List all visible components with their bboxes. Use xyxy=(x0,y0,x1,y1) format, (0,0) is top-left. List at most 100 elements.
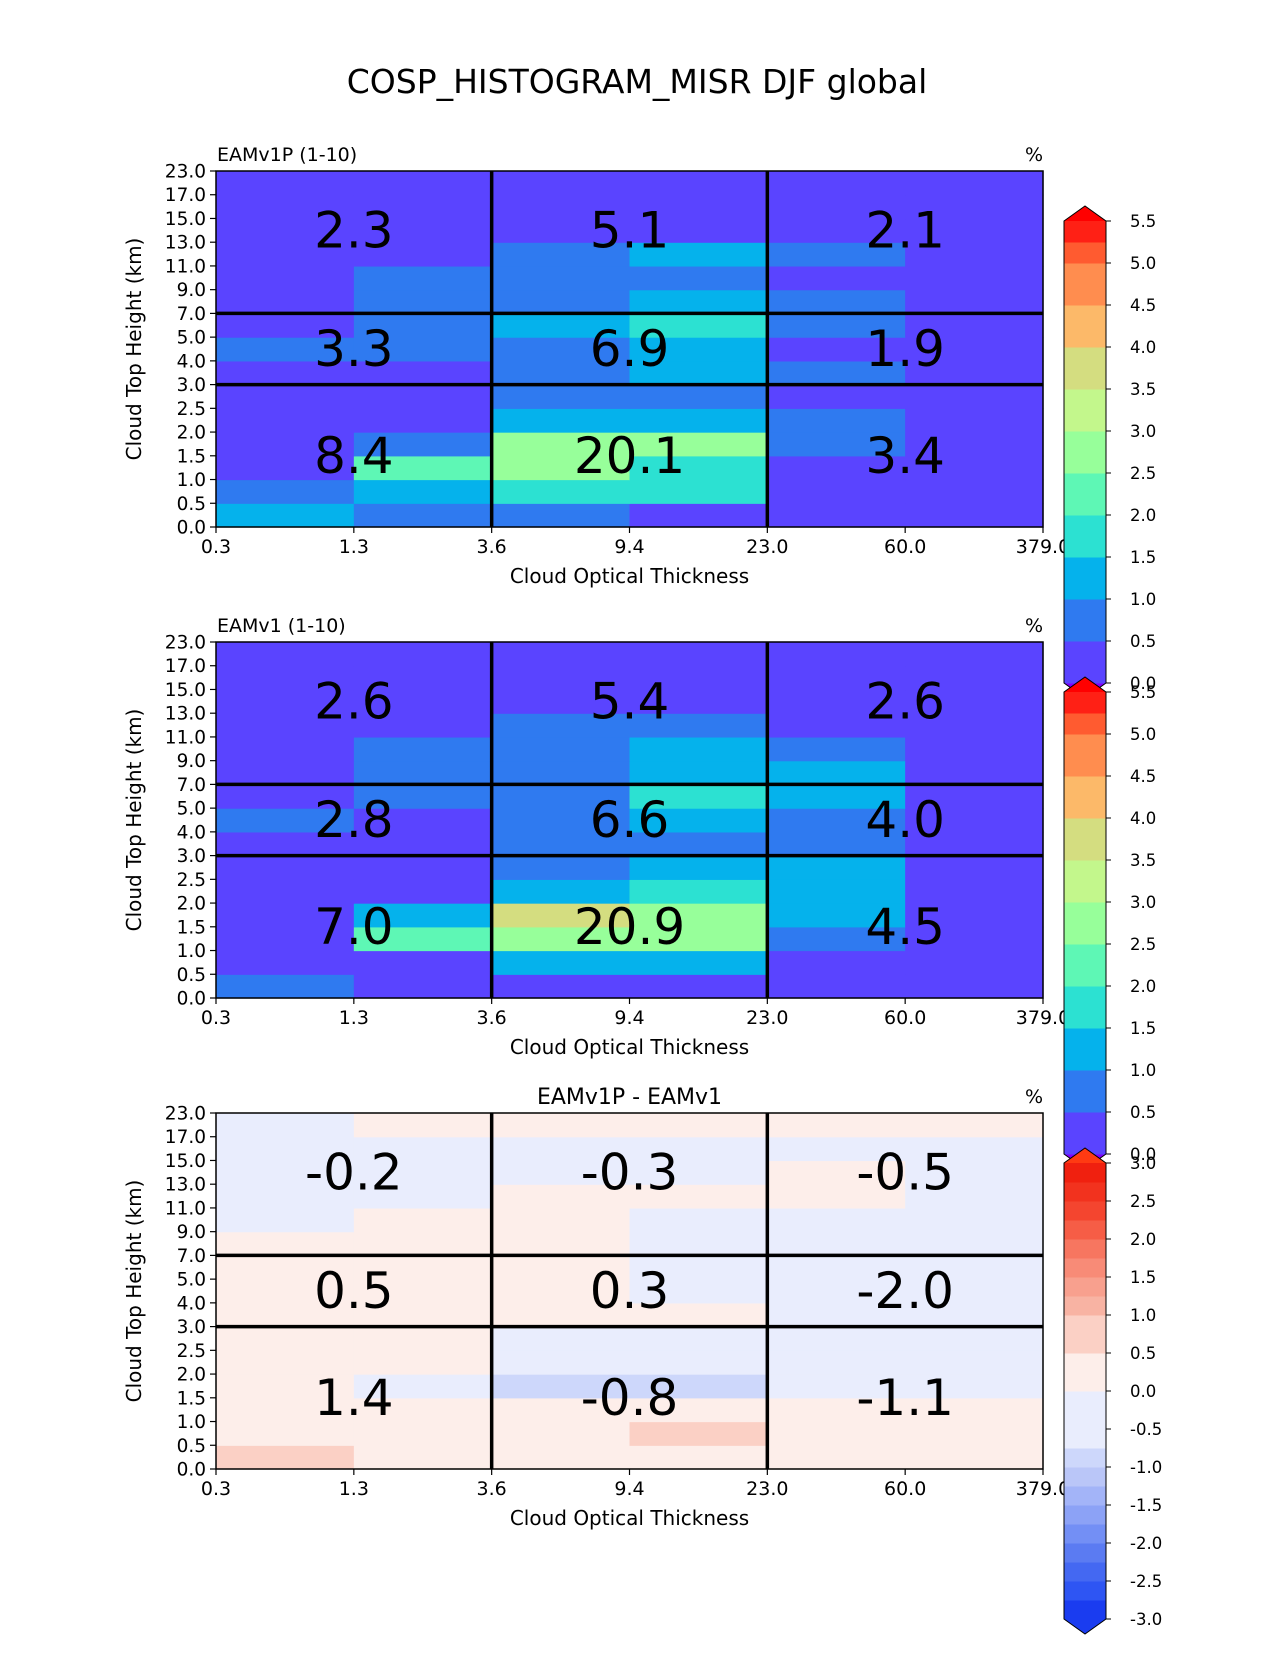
colorbar-segment xyxy=(1064,1334,1106,1354)
heatmap-cell xyxy=(905,503,1044,528)
colorbar-tick-label: 5.5 xyxy=(1130,212,1156,231)
x-tick-label: 23.0 xyxy=(746,1478,788,1500)
y-tick-label: 1.5 xyxy=(177,446,206,467)
heatmap-cell xyxy=(629,1445,768,1470)
heatmap-cell xyxy=(216,1374,355,1399)
colorbar-segment xyxy=(1064,557,1106,579)
heatmap-cell xyxy=(353,665,493,691)
heatmap-cell xyxy=(491,950,631,975)
heatmap-cell xyxy=(629,1231,768,1256)
heatmap-cell xyxy=(491,855,631,880)
colorbar-segment xyxy=(1064,242,1106,264)
y-tick-label: 23.0 xyxy=(165,1104,206,1125)
heatmap-cell xyxy=(491,879,631,904)
heatmap-cell xyxy=(491,313,631,338)
group-value-label: 5.4 xyxy=(590,672,670,730)
group-value-label: -0.3 xyxy=(581,1143,679,1201)
heatmap-cell xyxy=(216,242,355,267)
heatmap-cell xyxy=(353,313,493,338)
colorbar-segment xyxy=(1064,1543,1106,1563)
heatmap-cell xyxy=(629,808,768,833)
colorbar-segment xyxy=(1064,221,1106,243)
heatmap-cell xyxy=(629,689,768,714)
colorbar-segment xyxy=(1064,1581,1106,1601)
heatmap-cell xyxy=(629,265,768,291)
heatmap-cell xyxy=(905,974,1044,999)
panel-units: % xyxy=(1025,615,1043,637)
heatmap-cell xyxy=(905,1374,1044,1399)
heatmap-cell xyxy=(905,1445,1044,1470)
heatmap-cell xyxy=(353,1279,493,1304)
y-tick-label: 1.5 xyxy=(177,1388,206,1409)
y-tick-label: 5.0 xyxy=(177,1270,206,1291)
heatmap-cell xyxy=(767,831,906,857)
colorbar-segment xyxy=(1064,1372,1106,1392)
colorbar: -3.0 -2.5 -2.0 -1.5 -1.0 -0.5 0.0 0.5 1.0 1.5 2.0 2… xyxy=(1063,1147,1162,1635)
heatmap-cell xyxy=(216,408,355,433)
colorbar-segment xyxy=(1064,1028,1106,1050)
x-tick-label: 23.0 xyxy=(746,1007,788,1029)
heatmap-cell xyxy=(905,1231,1044,1256)
colorbar-tick-label: 3.0 xyxy=(1130,422,1156,441)
heatmap-cell xyxy=(216,689,355,714)
y-tick-label: 2.0 xyxy=(177,894,206,915)
y-axis-label: Cloud Top Height (km) xyxy=(122,709,146,932)
colorbar-segment xyxy=(1064,326,1106,348)
heatmap-cell xyxy=(216,171,355,196)
colorbar-segment xyxy=(1064,1007,1106,1029)
heatmap-cell xyxy=(767,1255,906,1280)
colorbar-segment xyxy=(1064,776,1106,798)
heatmap-cell xyxy=(629,736,768,762)
heatmap-cell xyxy=(491,808,631,833)
heatmap-cell xyxy=(216,1207,355,1233)
y-tick-label: 0.5 xyxy=(177,494,206,515)
heatmap-cell xyxy=(629,974,768,999)
heatmap-cell xyxy=(767,1207,906,1233)
heatmap-cell xyxy=(216,1279,355,1304)
heatmap-cell xyxy=(216,289,355,314)
y-tick-label: 5.0 xyxy=(177,328,206,349)
heatmap-cell xyxy=(767,408,906,433)
heatmap-cell xyxy=(216,926,355,952)
heatmap-cell xyxy=(353,926,493,952)
heatmap-cell xyxy=(905,855,1044,880)
heatmap-cell xyxy=(216,455,355,481)
heatmap-cell xyxy=(491,194,631,220)
heatmap-cell xyxy=(767,1113,906,1138)
heatmap-cell xyxy=(216,831,355,857)
heatmap-cell xyxy=(629,337,768,362)
heatmap-cell xyxy=(491,642,631,667)
y-tick-label: 17.0 xyxy=(165,656,206,677)
heatmap-cell xyxy=(629,1113,768,1138)
heatmap-cell xyxy=(767,974,906,999)
heatmap-cell xyxy=(767,1302,906,1328)
heatmap-cell xyxy=(491,831,631,857)
y-tick-label: 3.0 xyxy=(177,375,206,396)
group-value-label: -2.0 xyxy=(856,1262,954,1320)
heatmap-cell xyxy=(629,1421,768,1446)
heatmap-cell xyxy=(353,1136,493,1162)
heatmap-cell xyxy=(491,455,631,481)
panels: 2.3 5.1 2.1 3.3 6.9 1.9 8.4 20.1 3.4 0.3 1.3 3.6 9.4… xyxy=(122,144,1162,1635)
heatmap-cell xyxy=(905,265,1044,291)
heatmap-cell xyxy=(491,1136,631,1162)
colorbar-segment xyxy=(1064,1258,1106,1278)
colorbar-segment xyxy=(1064,1277,1106,1297)
heatmap-cell xyxy=(905,784,1044,809)
heatmap-cell xyxy=(353,1184,493,1209)
heatmap-cell xyxy=(629,879,768,904)
colorbar-segment xyxy=(1064,389,1106,411)
heatmap-cell xyxy=(905,1113,1044,1138)
colorbar-tick-label: -2.5 xyxy=(1130,1572,1162,1591)
group-value-label: 4.0 xyxy=(865,791,945,849)
group-value-label: 2.3 xyxy=(314,201,394,259)
heatmap-cell xyxy=(905,1255,1044,1280)
colorbar-segment xyxy=(1064,1133,1106,1155)
heatmap-cell xyxy=(629,313,768,338)
heatmap-cell xyxy=(905,194,1044,220)
colorbar-segment xyxy=(1064,860,1106,882)
y-tick-label: 15.0 xyxy=(165,1151,206,1172)
heatmap-cell xyxy=(491,1113,631,1138)
heatmap-cell xyxy=(491,384,631,409)
colorbar-segment xyxy=(1064,839,1106,861)
